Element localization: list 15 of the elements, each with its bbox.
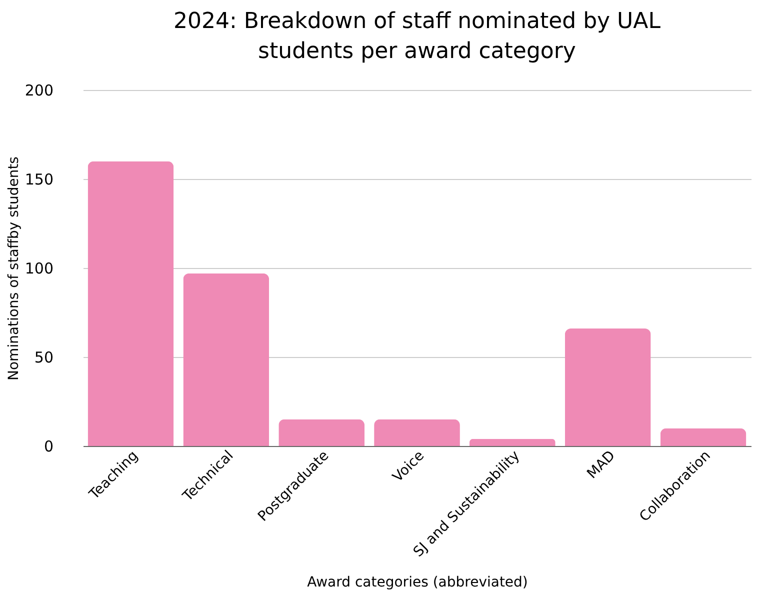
y-tick-label: 0 (44, 438, 54, 456)
bar (278, 419, 365, 446)
bar (88, 161, 174, 446)
y-tick-label: 100 (24, 260, 54, 278)
bar (374, 419, 460, 446)
y-tick-label: 50 (34, 348, 54, 366)
y-axis-title: Nominations of staffby students (6, 156, 22, 380)
bar (469, 438, 556, 446)
y-tick-label: 150 (24, 170, 54, 188)
x-axis-title: Award categories (abbreviated) (307, 574, 528, 591)
bar (183, 273, 270, 446)
y-tick-label: 200 (24, 82, 54, 100)
bar (660, 428, 746, 446)
chart-title: 2024: Breakdown of staff nominated by UAL students per award category (174, 9, 662, 64)
bar (564, 328, 651, 446)
